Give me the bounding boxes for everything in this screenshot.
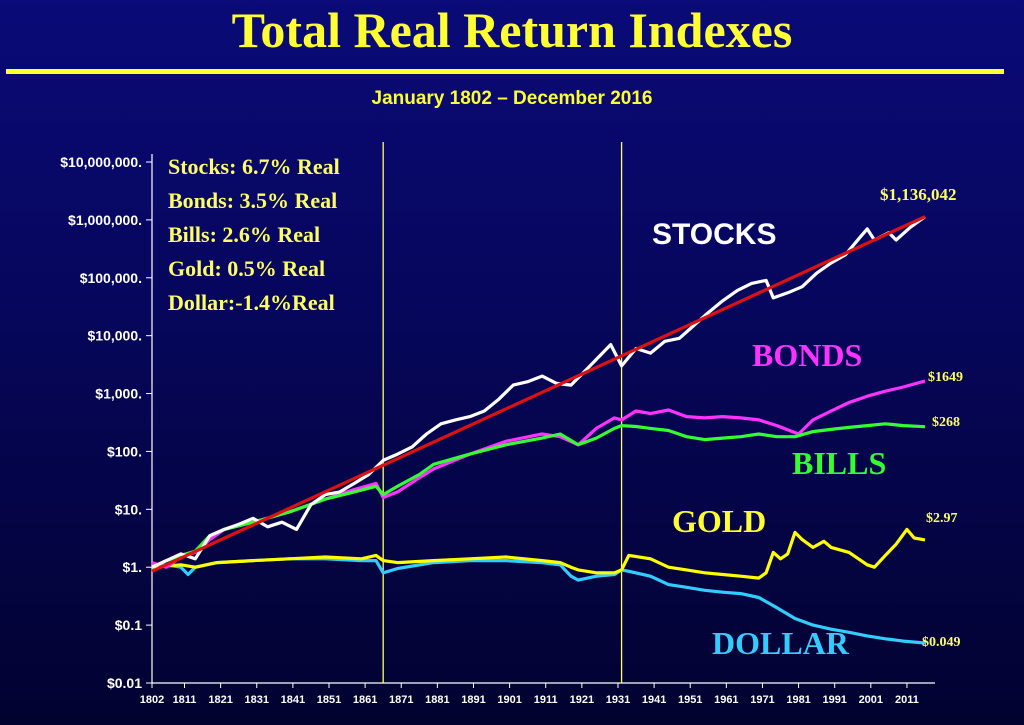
- series-line-gold: [151, 527, 926, 580]
- chart-title: Total Real Return Indexes: [231, 2, 793, 58]
- series-line-stocks: [151, 215, 926, 569]
- y-tick-label: $0.01: [107, 675, 142, 691]
- end-label-gold: $2.97: [926, 511, 958, 526]
- y-tick-label: $100,000.: [80, 270, 142, 286]
- x-tick-label: 1901: [497, 694, 521, 706]
- x-tick-label: 1891: [461, 694, 485, 706]
- x-tick-label: 1951: [678, 694, 702, 706]
- series-label-stocks: STOCKS: [652, 218, 776, 251]
- chart-subtitle: January 1802 – December 2016: [371, 88, 653, 109]
- end-label-stocks: $1,136,042: [880, 185, 957, 204]
- x-tick-label: 1871: [389, 694, 413, 706]
- x-tick-label: 1941: [642, 694, 666, 706]
- legend-gold: Gold: 0.5% Real: [168, 256, 325, 281]
- x-tick-label: 1971: [750, 694, 774, 706]
- x-tick-label: 2001: [859, 694, 883, 706]
- y-tick-label: $1,000,000.: [68, 212, 142, 228]
- y-axis-ticks: $10,000,000. $1,000,000. $100,000. $10,000.…: [60, 154, 152, 691]
- legend-bills: Bills: 2.6% Real: [168, 222, 320, 247]
- x-tick-label: 1981: [786, 694, 810, 706]
- series-label-dollar: DOLLAR: [712, 625, 850, 661]
- x-tick-label: 1931: [606, 694, 630, 706]
- y-tick-label: $100.: [107, 443, 142, 459]
- x-tick-label: 1861: [353, 694, 377, 706]
- x-tick-label: 1831: [245, 694, 269, 706]
- legend-dollar: Dollar:-1.4%Real: [168, 290, 335, 315]
- title-divider: [6, 69, 1004, 74]
- x-tick-label: 1881: [425, 694, 449, 706]
- vertical-reference-lines: [382, 142, 623, 683]
- end-label-dollar: $0.049: [922, 635, 961, 650]
- series-label-bonds: BONDS: [752, 337, 862, 373]
- trend-line-group: [151, 215, 926, 573]
- x-tick-label: 1821: [208, 694, 232, 706]
- x-axis-ticks: 1802 1811 1821 1831 1841 1851 1861 1871 1881 1891…: [140, 683, 919, 706]
- x-tick-label: 1851: [317, 694, 341, 706]
- legend-bonds: Bonds: 3.5% Real: [168, 188, 337, 213]
- series-label-bills: BILLS: [792, 445, 886, 481]
- y-tick-label: $10.: [115, 501, 142, 517]
- chart-axes: [151, 154, 935, 684]
- legend: Stocks: 6.7% Real Bonds: 3.5% Real Bills…: [168, 154, 340, 315]
- y-tick-label: $1,000.: [95, 386, 142, 402]
- y-tick-label: $10,000.: [88, 328, 143, 344]
- y-tick-label: $1.: [123, 559, 142, 575]
- x-tick-label: 1811: [173, 694, 197, 706]
- x-tick-label: 1921: [570, 694, 594, 706]
- x-tick-label: 1911: [534, 694, 558, 706]
- end-label-bills: $268: [932, 415, 960, 430]
- x-tick-label: 1961: [714, 694, 738, 706]
- trend-line: [151, 215, 926, 573]
- x-tick-label: 1841: [281, 694, 305, 706]
- x-tick-label: 1802: [140, 694, 164, 706]
- x-tick-label: 2011: [895, 694, 919, 706]
- legend-stocks: Stocks: 6.7% Real: [168, 154, 340, 179]
- series-label-gold: GOLD: [672, 503, 766, 539]
- x-tick-label: 1991: [822, 694, 846, 706]
- end-label-bonds: $1649: [928, 370, 963, 385]
- y-tick-label: $10,000,000.: [60, 154, 142, 170]
- y-tick-label: $0.1: [115, 617, 142, 633]
